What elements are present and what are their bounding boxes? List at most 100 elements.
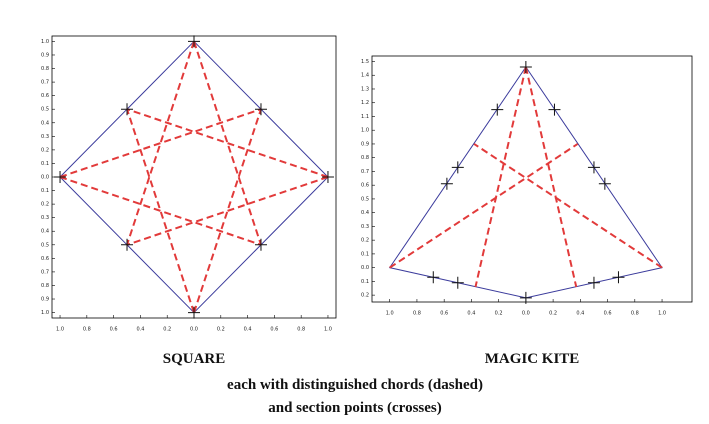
chord xyxy=(126,108,195,313)
x-tick-label: 0.6 xyxy=(440,311,448,317)
y-tick-label: 0.3 xyxy=(361,224,369,230)
cross xyxy=(519,291,532,304)
y-tick-label: 0.8 xyxy=(41,283,49,289)
caption-line: each with distinguished chords (dashed) xyxy=(227,377,483,393)
y-tick-label: 0.3 xyxy=(41,134,49,140)
y-tick-label: 1.1 xyxy=(361,114,369,120)
x-tick-label: 0.4 xyxy=(467,311,475,317)
y-tick-label: 0.0 xyxy=(361,265,369,271)
x-tick-label: 0.4 xyxy=(244,327,252,333)
plot-frame xyxy=(51,35,337,319)
x-tick-label: 0.6 xyxy=(270,327,278,333)
chord xyxy=(126,108,329,178)
cross xyxy=(188,35,200,48)
cross xyxy=(587,161,600,174)
caption-line: and section points (crosses) xyxy=(268,400,441,416)
chord xyxy=(474,66,527,288)
x-tick-label: 0.8 xyxy=(297,327,305,333)
cross xyxy=(519,60,532,73)
y-tick-label: 0.6 xyxy=(41,256,49,262)
x-tick-label: 1.0 xyxy=(324,327,332,333)
y-tick-label: 0.7 xyxy=(41,80,49,86)
y-tick-label: 0.4 xyxy=(41,120,49,126)
x-tick-label: 0.6 xyxy=(110,327,118,333)
cross xyxy=(440,177,453,190)
y-tick-label: 1.0 xyxy=(41,310,49,316)
y-tick-label: 0.2 xyxy=(41,202,49,208)
y-tick-label: 0.0 xyxy=(41,175,49,181)
x-tick-label: 1.0 xyxy=(56,327,64,333)
x-tick-label: 0.8 xyxy=(631,311,639,317)
outline xyxy=(59,40,329,314)
figure-title: MAGIC KITE xyxy=(485,351,580,367)
y-tick-label: 0.2 xyxy=(41,147,49,153)
cross xyxy=(254,238,267,251)
y-tick-label: 0.6 xyxy=(361,183,369,189)
y-tick-label: 1.0 xyxy=(361,128,369,134)
x-tick-label: 0.8 xyxy=(413,311,421,317)
y-tick-label: 0.8 xyxy=(361,155,369,161)
y-tick-label: 0.1 xyxy=(361,251,369,257)
chord xyxy=(126,41,195,246)
cross xyxy=(548,103,561,116)
chord xyxy=(193,41,262,246)
y-tick-label: 1.5 xyxy=(361,59,369,65)
chord xyxy=(389,143,579,269)
x-tick-label: 0.4 xyxy=(136,327,144,333)
cross xyxy=(121,103,134,116)
chord xyxy=(473,143,663,269)
cross xyxy=(587,276,600,289)
x-tick-label: 0.2 xyxy=(163,327,171,333)
y-tick-label: 1.0 xyxy=(41,39,49,45)
cross xyxy=(54,171,67,183)
chord xyxy=(193,108,262,313)
y-tick-label: 0.2 xyxy=(361,293,369,299)
x-tick-label: 0.2 xyxy=(217,327,225,333)
y-tick-label: 0.6 xyxy=(41,93,49,99)
x-tick-label: 0.0 xyxy=(190,327,198,333)
y-tick-label: 0.9 xyxy=(361,141,369,147)
chord xyxy=(59,108,262,178)
outline xyxy=(388,66,663,299)
y-tick-label: 0.9 xyxy=(41,52,49,58)
y-tick-label: 0.1 xyxy=(361,279,369,285)
y-tick-label: 0.5 xyxy=(361,196,369,202)
x-tick-label: 0.2 xyxy=(495,311,503,317)
cross xyxy=(451,276,464,289)
x-tick-label: 0.4 xyxy=(576,311,584,317)
figure-title: SQUARE xyxy=(163,351,226,367)
y-tick-label: 0.4 xyxy=(361,210,369,216)
x-tick-label: 1.0 xyxy=(386,311,394,317)
y-tick-label: 0.3 xyxy=(41,215,49,221)
x-tick-label: 0.8 xyxy=(83,327,91,333)
cross xyxy=(254,103,267,116)
y-tick-label: 0.8 xyxy=(41,66,49,72)
y-tick-label: 0.2 xyxy=(361,238,369,244)
y-tick-label: 1.4 xyxy=(361,73,369,79)
chord xyxy=(524,66,578,288)
y-tick-label: 1.3 xyxy=(361,86,369,92)
y-tick-label: 0.7 xyxy=(361,169,369,175)
chord xyxy=(59,176,262,246)
x-tick-label: 1.0 xyxy=(658,311,666,317)
y-tick-label: 1.2 xyxy=(361,100,369,106)
x-tick-label: 0.2 xyxy=(549,311,557,317)
y-tick-label: 0.1 xyxy=(41,188,49,194)
cross xyxy=(427,271,440,284)
plot-frame xyxy=(371,55,693,303)
cross xyxy=(598,177,611,190)
cross xyxy=(121,238,134,251)
cross xyxy=(451,161,464,174)
y-tick-label: 0.5 xyxy=(41,242,49,248)
y-tick-label: 0.7 xyxy=(41,269,49,275)
cross xyxy=(188,306,200,319)
chord xyxy=(126,176,329,246)
x-tick-label: 0.0 xyxy=(522,311,530,317)
y-tick-label: 0.5 xyxy=(41,107,49,113)
cross xyxy=(612,271,625,284)
y-tick-label: 0.9 xyxy=(41,297,49,303)
cross xyxy=(321,171,334,183)
y-tick-label: 0.4 xyxy=(41,229,49,235)
y-tick-label: 0.1 xyxy=(41,161,49,167)
